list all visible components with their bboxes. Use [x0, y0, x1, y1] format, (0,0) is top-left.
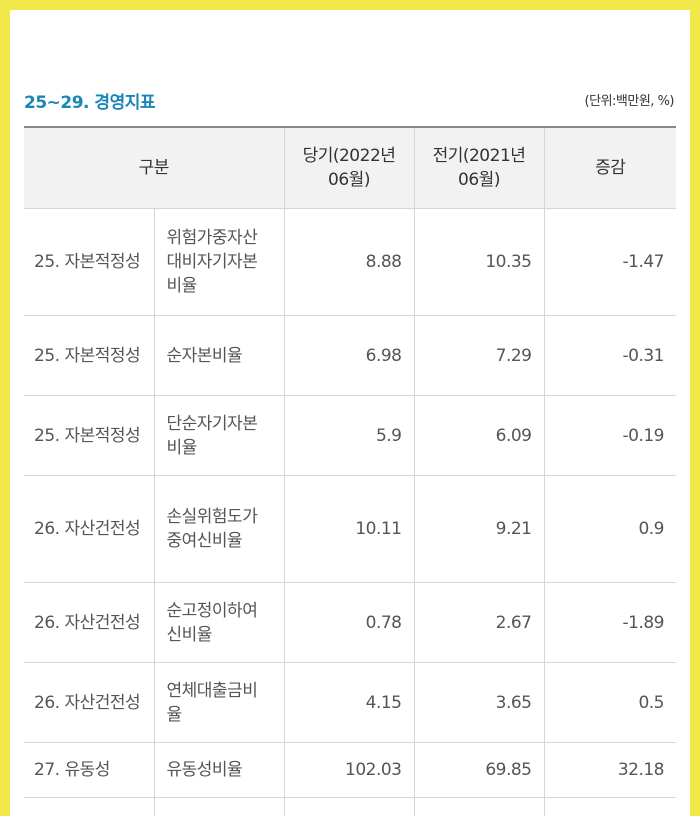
row-item: 순고정이하여신비율	[153, 582, 285, 663]
table-row: 26. 자산건전성 손실위험도가중여신비율 10.11 9.21 0.9	[24, 475, 676, 583]
row-category: 25. 자본적정성	[24, 395, 155, 476]
header-change: 증감	[543, 126, 676, 209]
row-change: -1.47	[543, 208, 676, 316]
row-change: -1.89	[543, 582, 676, 663]
row-change: 32.18	[543, 742, 676, 798]
unit-note: (단위:백만원, %)	[584, 94, 675, 109]
row-category: 25. 자본적정성	[24, 208, 155, 316]
row-change: -0.31	[543, 315, 676, 396]
row-previous: 3.65	[413, 662, 545, 743]
row-item: 연체대출금비율	[153, 662, 285, 743]
row-previous: 7.29	[413, 315, 545, 396]
row-current: 5.9	[283, 395, 415, 476]
table-row: 25. 자본적정성 위험가중자산대비자기자본비율 8.88 10.35 -1.4…	[24, 208, 676, 316]
row-current: 4.15	[283, 662, 415, 743]
table-row: 25. 자본적정성 단순자기자본비율 5.9 6.09 -0.19	[24, 395, 676, 476]
row-previous: 2.67	[413, 582, 545, 663]
empty-cell	[543, 797, 676, 816]
row-category: 26. 자산건전성	[24, 475, 155, 583]
row-current: 10.11	[283, 475, 415, 583]
empty-cell	[283, 797, 415, 816]
row-item: 손실위험도가중여신비율	[153, 475, 285, 583]
row-current: 8.88	[283, 208, 415, 316]
row-previous: 10.35	[413, 208, 545, 316]
table-row: 27. 유동성 유동성비율 102.03 69.85 32.18	[24, 742, 676, 798]
row-item: 유동성비율	[153, 742, 285, 798]
empty-cell	[153, 797, 285, 816]
row-previous: 6.09	[413, 395, 545, 476]
table-row: 25. 자본적정성 순자본비율 6.98 7.29 -0.31	[24, 315, 676, 396]
row-change: 0.5	[543, 662, 676, 743]
indicator-table: 구분 당기(2022년 06월) 전기(2021년 06월) 증감 25. 자본…	[24, 126, 676, 816]
row-category: 27. 유동성	[24, 742, 155, 798]
section-title: 25~29. 경영지표	[24, 93, 156, 113]
content-panel: 25~29. 경영지표 (단위:백만원, %) 구분 당기(2022년 06월)…	[10, 10, 690, 816]
empty-cell	[413, 797, 545, 816]
row-current: 102.03	[283, 742, 415, 798]
row-previous: 69.85	[413, 742, 545, 798]
header-category: 구분	[24, 126, 285, 209]
row-item: 순자본비율	[153, 315, 285, 396]
row-previous: 9.21	[413, 475, 545, 583]
row-category: 26. 자산건전성	[24, 662, 155, 743]
row-category: 25. 자본적정성	[24, 315, 155, 396]
section-header: 25~29. 경영지표 (단위:백만원, %)	[24, 88, 676, 116]
table-row: 26. 자산건전성 연체대출금비율 4.15 3.65 0.5	[24, 662, 676, 743]
row-item: 위험가중자산대비자기자본비율	[153, 208, 285, 316]
row-item: 단순자기자본비율	[153, 395, 285, 476]
table-row: 26. 자산건전성 순고정이하여신비율 0.78 2.67 -1.89	[24, 582, 676, 663]
table-header-row: 구분 당기(2022년 06월) 전기(2021년 06월) 증감	[24, 126, 676, 209]
row-current: 0.78	[283, 582, 415, 663]
header-current: 당기(2022년 06월)	[283, 126, 415, 209]
table-row-partial	[24, 797, 676, 816]
header-previous: 전기(2021년 06월)	[413, 126, 545, 209]
row-change: -0.19	[543, 395, 676, 476]
row-change: 0.9	[543, 475, 676, 583]
row-category: 26. 자산건전성	[24, 582, 155, 663]
empty-cell	[24, 797, 155, 816]
row-current: 6.98	[283, 315, 415, 396]
